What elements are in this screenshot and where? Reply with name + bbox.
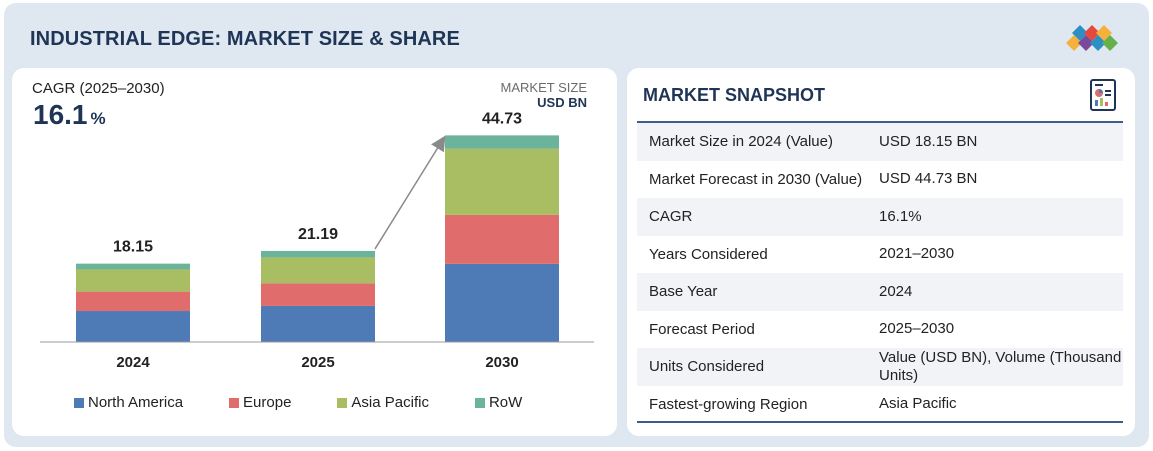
snapshot-row-value: USD 18.15 BN [879, 132, 978, 150]
x-tick-label: 2024 [116, 354, 150, 371]
snapshot-row-label: Base Year [649, 283, 718, 301]
bar-segment-north-america-2030 [445, 263, 559, 342]
snapshot-row-value: USD 44.73 BN [879, 170, 978, 188]
bar-segment-asia-pacific-2030 [445, 148, 559, 215]
bar-segment-row-2025 [261, 250, 375, 258]
legend-label: North America [88, 394, 184, 411]
bar-total-label: 18.15 [113, 239, 153, 256]
legend-swatch [229, 397, 240, 408]
snapshot-row-value: 2021–2030 [879, 245, 955, 263]
market-snapshot-panel: MARKET SNAPSHOT Market Size in 2024 (Val… [627, 68, 1135, 436]
legend-item: Asia Pacific [337, 394, 429, 411]
snapshot-bottom-rule [637, 421, 1123, 423]
bar-segment-europe-2030 [445, 214, 559, 264]
snapshot-row-value: 2025–2030 [879, 320, 955, 338]
bar-segment-europe-2025 [261, 283, 375, 306]
page-title: INDUSTRIAL EDGE: MARKET SIZE & SHARE [30, 28, 460, 50]
snapshot-row-label: Fastest-growing Region [649, 395, 808, 413]
stacked-bar-chart: 18.15 2024 21.19 2025 44.73 2030 [40, 110, 594, 371]
snapshot-row-label: Years Considered [649, 245, 768, 263]
market-size-label: MARKET SIZE [500, 80, 587, 95]
legend-label: Asia Pacific [351, 394, 429, 411]
bar-segment-row-2030 [445, 135, 559, 149]
brand-diamonds-icon [1066, 25, 1118, 51]
snapshot-row-label: Market Size in 2024 (Value) [649, 133, 833, 151]
snapshot-row: Base Year 2024 [637, 273, 1123, 311]
snapshot-table: Market Size in 2024 (Value) USD 18.15 BN M… [637, 123, 1123, 423]
snapshot-row: Years Considered 2021–2030 [637, 236, 1123, 274]
legend-swatch [74, 397, 84, 408]
snapshot-row-value: Asia Pacific [879, 395, 957, 413]
snapshot-title: MARKET SNAPSHOT [643, 85, 826, 105]
cagr-unit: % [90, 109, 106, 128]
bar-segment-europe-2024 [76, 291, 190, 312]
snapshot-row-value: 16.1% [879, 207, 922, 225]
bar-segment-asia-pacific-2025 [261, 257, 375, 284]
cagr-label: CAGR (2025–2030) [32, 80, 165, 97]
x-tick-label: 2025 [301, 354, 334, 371]
snapshot-row: Market Forecast in 2030 (Value) USD 44.73… [637, 161, 1123, 199]
bar-segment-asia-pacific-2024 [76, 269, 190, 292]
snapshot-row-value: Value (USD BN), Volume (Thousand Units) [879, 348, 1122, 384]
legend-swatch [337, 397, 348, 408]
chart-legend: North America Europe Asia Pacific RoW [74, 394, 568, 411]
bar-segment-north-america-2025 [261, 305, 375, 342]
cagr-value: 16.1% [33, 99, 106, 131]
cagr-number: 16.1 [33, 99, 88, 130]
snapshot-row-label: Units Considered [649, 358, 765, 376]
x-tick-label: 2030 [485, 354, 518, 371]
snapshot-row: Forecast Period 2025–2030 [637, 311, 1123, 349]
snapshot-row: Fastest-growing Region Asia Pacific [637, 386, 1123, 424]
snapshot-row: CAGR 16.1% [637, 198, 1123, 236]
market-size-unit: USD BN [537, 95, 587, 110]
snapshot-row: Market Size in 2024 (Value) USD 18.15 BN [637, 123, 1123, 161]
market-size-panel: CAGR (2025–2030) 16.1% MARKET SIZE USD B… [12, 68, 617, 436]
snapshot-row-value: 2024 [879, 282, 913, 300]
snapshot-row-label: CAGR [649, 208, 693, 226]
legend-item: RoW [474, 394, 523, 411]
snapshot-row: Units Considered Value (USD BN), Volume (… [637, 348, 1123, 386]
bar-total-label: 21.19 [298, 226, 338, 243]
bar-total-label: 44.73 [482, 110, 522, 127]
snapshot-row-label: Market Forecast in 2030 (Value) [649, 170, 863, 188]
report-document-icon [1090, 79, 1116, 111]
bar-segment-row-2024 [76, 263, 190, 270]
legend-item: Europe [229, 394, 291, 411]
snapshot-top-rule [637, 121, 1123, 123]
legend-label: Europe [243, 394, 292, 411]
snapshot-row-label: Forecast Period [649, 320, 755, 338]
growth-arrow [374, 135, 446, 250]
legend-item: North America [74, 394, 183, 411]
legend-swatch [474, 397, 485, 408]
legend-label: RoW [488, 394, 523, 411]
bar-segment-north-america-2024 [76, 311, 190, 342]
